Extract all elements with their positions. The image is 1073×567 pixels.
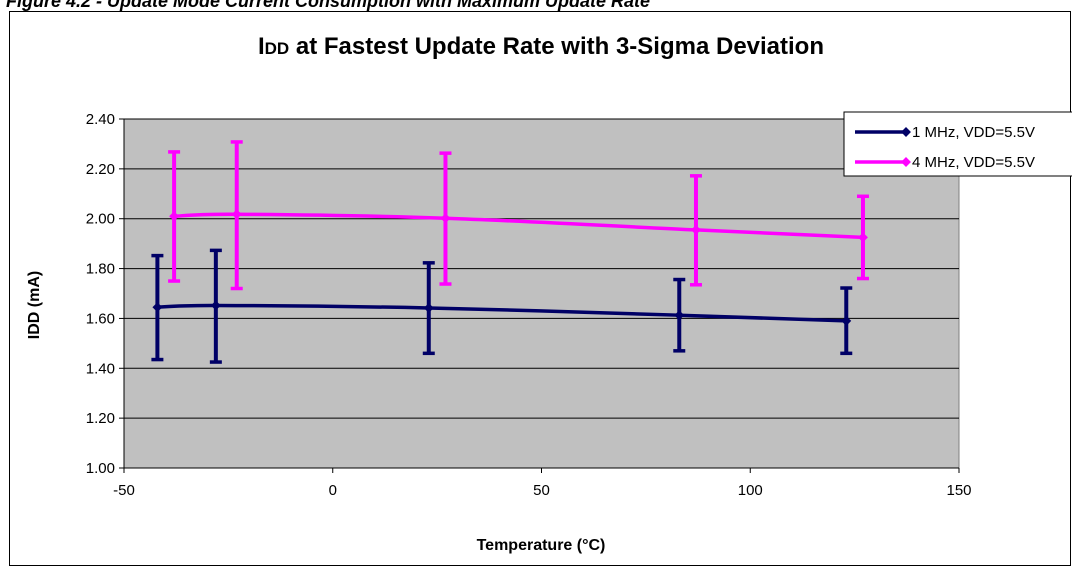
data-point [169, 211, 180, 222]
data-point [423, 303, 434, 313]
legend: 1 MHz, VDD=5.5V 4 MHz, VDD=5.5V [843, 111, 1072, 177]
y-axis-title: IDD (mA) [26, 271, 43, 339]
x-tick-label: 50 [533, 482, 550, 499]
data-point [674, 310, 685, 321]
y-tick-label: 1.60 [86, 310, 115, 327]
chart-frame: IDD at Fastest Update Rate with 3-Sigma … [9, 11, 1072, 566]
y-tick-label: 2.20 [86, 161, 115, 178]
plot-background [123, 118, 960, 469]
chart-title: IDD at Fastest Update Rate with 3-Sigma … [258, 33, 824, 60]
plot-area [119, 118, 960, 473]
tick-labels: 1.00 1.20 1.40 1.60 1.80 2.00 2.20 2.40 -50 0 50 10… [86, 111, 972, 499]
legend-marker [901, 127, 911, 137]
x-tick-label: 150 [946, 482, 971, 499]
x-tick-label: 100 [738, 482, 763, 499]
data-point [210, 300, 221, 311]
data-point [858, 232, 868, 243]
y-tick-label: 1.20 [86, 410, 115, 427]
chart-title-rest: at Fastest Update Rate with 3-Sigma Devi… [289, 33, 824, 60]
y-tick-label: 1.80 [86, 261, 115, 278]
data-point [841, 315, 852, 326]
x-tick-label: -50 [113, 482, 135, 499]
figure-caption: Figure 4.2 - Update Mode Current Consump… [6, 0, 651, 11]
legend-marker [901, 157, 911, 167]
y-tick-label: 2.00 [86, 211, 115, 228]
chart: IDD at Fastest Update Rate with 3-Sigma … [26, 33, 1072, 554]
chart-title-prefix: I [258, 33, 265, 60]
data-point [231, 209, 242, 220]
data-point [152, 302, 163, 313]
x-axis-title: Temperature (°C) [477, 537, 606, 554]
x-tick-label: 0 [329, 482, 337, 499]
y-tick-label: 1.00 [86, 460, 115, 477]
chart-title-sub: DD [265, 39, 290, 58]
legend-box [843, 111, 1072, 177]
y-tick-label: 1.40 [86, 360, 115, 377]
y-tick-label: 2.40 [86, 111, 115, 128]
data-point [691, 224, 701, 235]
data-point [440, 213, 451, 224]
data-marks [151, 140, 869, 364]
legend-label: 1 MHz, VDD=5.5V [912, 124, 1035, 141]
legend-label: 4 MHz, VDD=5.5V [912, 154, 1035, 171]
